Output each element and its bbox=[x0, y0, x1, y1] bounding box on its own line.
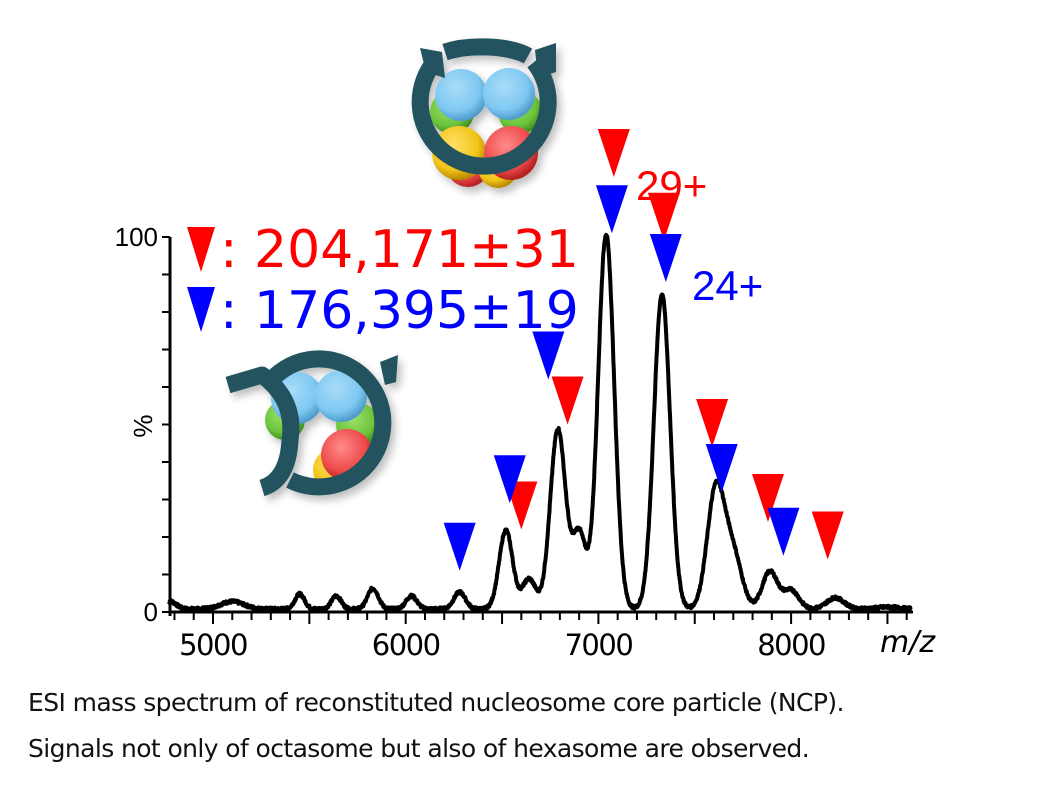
hexasome-peak-marker bbox=[443, 522, 476, 571]
dna-top-arc bbox=[442, 38, 533, 64]
dna-end-right bbox=[535, 43, 556, 78]
legend: : 204,171±31 : 176,395±19 bbox=[187, 220, 579, 341]
hexasome-peak-marker bbox=[493, 455, 526, 504]
octasome-peak-marker bbox=[751, 474, 784, 522]
octasome-peak-marker bbox=[505, 481, 538, 530]
hexasome-peak-marker bbox=[595, 185, 628, 234]
histone-blue-left bbox=[435, 69, 487, 121]
y-tick-label: 100 bbox=[115, 222, 158, 252]
spectrum-series bbox=[167, 232, 913, 613]
x-tick-label: 7000 bbox=[564, 628, 632, 662]
legend-octasome-marker bbox=[187, 227, 215, 272]
histone-blue-right bbox=[315, 370, 367, 422]
dna-end-right bbox=[380, 355, 398, 385]
x-axis-label: m/z bbox=[880, 625, 936, 660]
legend-hexasome-marker bbox=[187, 287, 215, 332]
caption-line-1: ESI mass spectrum of reconstituted nucle… bbox=[28, 688, 844, 717]
x-tick-label: 6000 bbox=[372, 628, 440, 662]
dna-end-left bbox=[420, 48, 445, 78]
octasome-peak-marker bbox=[811, 511, 844, 560]
dna-unwrapped-end bbox=[225, 366, 300, 497]
y-axis-label: % bbox=[128, 414, 158, 437]
octasome-peak-marker bbox=[696, 399, 729, 447]
peak-markers bbox=[443, 129, 844, 571]
charge-label-29: 29+ bbox=[636, 162, 707, 209]
histone-blue-right bbox=[483, 68, 535, 120]
hexasome-peak-marker bbox=[767, 507, 800, 556]
charge-label-24: 24+ bbox=[692, 262, 763, 309]
hexasome-illustration bbox=[225, 350, 398, 497]
x-tick-label: 5000 bbox=[179, 628, 247, 662]
octasome-peak-marker bbox=[647, 192, 680, 241]
caption-line-2: Signals not only of octasome but also of… bbox=[28, 734, 810, 763]
mass-spectrum-chart: 0 100% 5000 6000 7000 8000 m/z : 204,171±31 : … bbox=[115, 38, 937, 662]
x-tick-label: 8000 bbox=[757, 628, 825, 662]
octasome-illustration bbox=[411, 38, 557, 188]
dna-ring bbox=[261, 350, 392, 496]
spectrum-trace bbox=[167, 232, 913, 613]
legend-hexasome-text: : 176,395±19 bbox=[220, 281, 579, 341]
octasome-peak-marker bbox=[597, 129, 630, 177]
axes: 0 100% 5000 6000 7000 8000 m/z bbox=[115, 222, 937, 662]
hexasome-peak-marker bbox=[649, 234, 682, 282]
y-tick-label: 0 bbox=[144, 597, 158, 627]
hexasome-peak-marker bbox=[532, 331, 565, 380]
hexasome-peak-marker bbox=[705, 444, 738, 492]
legend-octasome-text: : 204,171±31 bbox=[220, 220, 579, 280]
dna-ring bbox=[411, 54, 557, 175]
octasome-peak-marker bbox=[551, 376, 584, 425]
